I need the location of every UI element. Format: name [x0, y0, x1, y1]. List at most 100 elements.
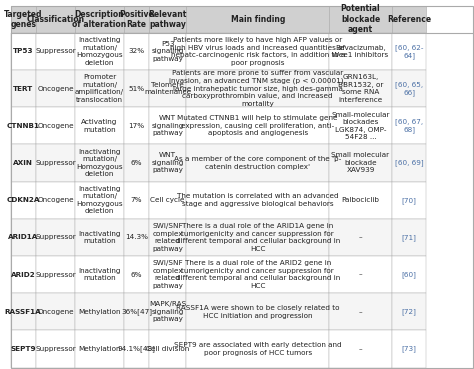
Bar: [124, 330, 149, 368]
Bar: [75, 256, 124, 293]
Bar: [36, 256, 75, 293]
Bar: [10, 144, 36, 182]
Text: Oncogene: Oncogene: [37, 123, 74, 129]
Bar: [10, 107, 36, 144]
Text: Positive
Rate: Positive Rate: [119, 10, 154, 29]
Text: 6%: 6%: [131, 272, 142, 277]
Text: Palbociclib: Palbociclib: [342, 197, 380, 203]
Text: Oncogene: Oncogene: [37, 309, 74, 315]
Bar: [392, 6, 427, 33]
Text: Inactivating
mutation: Inactivating mutation: [78, 268, 121, 281]
Text: 14.3%: 14.3%: [125, 234, 148, 240]
Bar: [149, 33, 186, 70]
Bar: [186, 293, 329, 330]
Bar: [329, 6, 392, 33]
Bar: [149, 219, 186, 256]
Bar: [329, 293, 392, 330]
Bar: [10, 293, 36, 330]
Text: [60, 65,
66]: [60, 65, 66]: [395, 81, 423, 96]
Bar: [186, 219, 329, 256]
Text: RASSF1A: RASSF1A: [5, 309, 42, 315]
Text: Telomere
maintenance: Telomere maintenance: [144, 82, 191, 95]
Text: Relevant
pathway: Relevant pathway: [148, 10, 187, 29]
Text: CDKN2A: CDKN2A: [7, 197, 40, 203]
Text: Inactivating
mutation: Inactivating mutation: [78, 231, 121, 244]
Bar: [329, 182, 392, 219]
Bar: [36, 330, 75, 368]
Text: 17%: 17%: [128, 123, 145, 129]
Bar: [36, 144, 75, 182]
Text: Targeted
genes: Targeted genes: [4, 10, 43, 29]
Text: Oncogene: Oncogene: [37, 86, 74, 92]
Bar: [329, 330, 392, 368]
Text: Patients more likely to have high AFP values or
high HBV virus loads and increas: Patients more likely to have high AFP va…: [170, 37, 345, 66]
Text: [60, 69]: [60, 69]: [395, 160, 423, 166]
Bar: [149, 144, 186, 182]
Text: Small molecular
blockade
XAV939: Small molecular blockade XAV939: [331, 152, 390, 173]
Bar: [149, 256, 186, 293]
Text: Suppressor: Suppressor: [35, 160, 76, 166]
Bar: [124, 219, 149, 256]
Bar: [10, 70, 36, 107]
Bar: [124, 293, 149, 330]
Bar: [36, 107, 75, 144]
Text: SWI/SNF
complex
related
pathway: SWI/SNF complex related pathway: [152, 223, 183, 252]
Bar: [124, 6, 149, 33]
Bar: [392, 256, 427, 293]
Text: Inactivating
mutation/
Homozygous
deletion: Inactivating mutation/ Homozygous deleti…: [76, 37, 123, 66]
Text: Suppressor: Suppressor: [35, 48, 76, 54]
Bar: [392, 144, 427, 182]
Bar: [149, 293, 186, 330]
Bar: [392, 33, 427, 70]
Text: Potential
blockade
agent: Potential blockade agent: [341, 4, 380, 34]
Bar: [75, 144, 124, 182]
Text: Cell cycle: Cell cycle: [150, 197, 185, 203]
Text: Suppressor: Suppressor: [35, 346, 76, 352]
Text: Main finding: Main finding: [230, 15, 285, 24]
Bar: [75, 293, 124, 330]
Text: TP53: TP53: [13, 48, 34, 54]
Bar: [124, 256, 149, 293]
Bar: [392, 70, 427, 107]
Text: –: –: [359, 272, 362, 277]
Text: –: –: [359, 346, 362, 352]
Text: Suppressor: Suppressor: [35, 272, 76, 277]
Bar: [75, 6, 124, 33]
Text: Inactivating
mutation/
Homozygous
deletion: Inactivating mutation/ Homozygous deleti…: [76, 149, 123, 177]
Text: 32%: 32%: [128, 48, 145, 54]
Text: 7%: 7%: [131, 197, 142, 203]
Text: P53
signaling
pathway: P53 signaling pathway: [152, 41, 184, 62]
Bar: [329, 33, 392, 70]
Bar: [36, 219, 75, 256]
Text: WNT
signaling
pathway: WNT signaling pathway: [152, 152, 184, 173]
Bar: [124, 70, 149, 107]
Bar: [329, 256, 392, 293]
Text: [60, 67,
68]: [60, 67, 68]: [395, 118, 423, 133]
Bar: [36, 182, 75, 219]
Bar: [36, 33, 75, 70]
Bar: [329, 219, 392, 256]
Text: The mutation is correlated with an advanced
stage and aggressive biological beha: The mutation is correlated with an advan…: [177, 193, 338, 207]
Text: TERT: TERT: [13, 86, 33, 92]
Bar: [186, 144, 329, 182]
Bar: [392, 219, 427, 256]
Text: Mutated CTNNB1 will help to stimulate gene
expression, causing cell proliferatio: Mutated CTNNB1 will help to stimulate ge…: [177, 115, 338, 136]
Bar: [186, 6, 329, 33]
Text: Suppressor: Suppressor: [35, 234, 76, 240]
Text: Small-molecular
blockades
LGK874, OMP-
54F28 ...: Small-molecular blockades LGK874, OMP- 5…: [331, 111, 390, 140]
Bar: [149, 330, 186, 368]
Text: Classification: Classification: [27, 15, 85, 24]
Text: ARID1A: ARID1A: [8, 234, 38, 240]
Text: [73]: [73]: [401, 346, 417, 352]
Text: AXIN: AXIN: [13, 160, 33, 166]
Bar: [36, 293, 75, 330]
Bar: [75, 33, 124, 70]
Bar: [186, 107, 329, 144]
Text: Cell division: Cell division: [146, 346, 189, 352]
Bar: [149, 107, 186, 144]
Text: Patients are more prone to suffer from vascular
invasion, an advanced TNM stage : Patients are more prone to suffer from v…: [169, 70, 346, 107]
Bar: [329, 144, 392, 182]
Bar: [75, 219, 124, 256]
Text: ARID2: ARID2: [11, 272, 36, 277]
Bar: [392, 330, 427, 368]
